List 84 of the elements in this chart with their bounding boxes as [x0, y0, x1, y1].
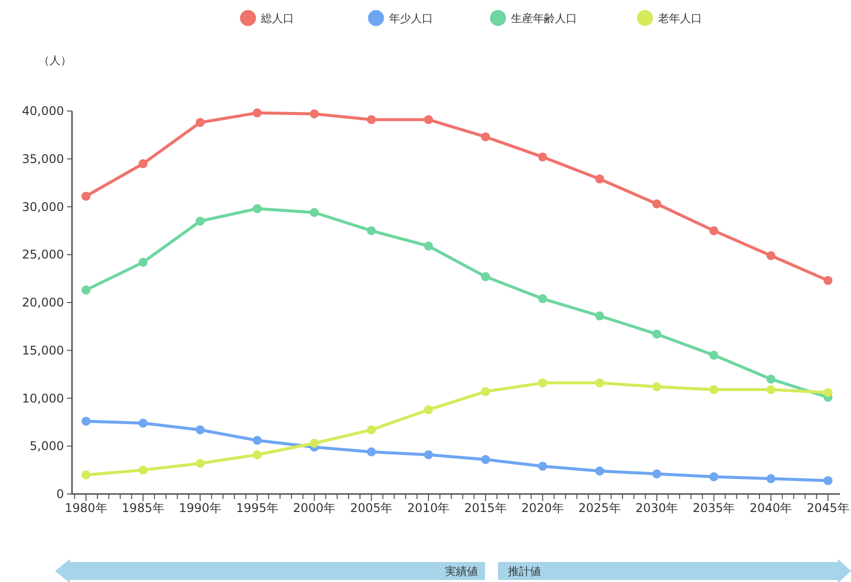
- point: [138, 159, 148, 168]
- legend-label: 総人口: [260, 12, 294, 25]
- point: [652, 469, 662, 478]
- point: [252, 108, 262, 118]
- point: [424, 450, 433, 460]
- point: [366, 226, 376, 236]
- x-tick-label: 2020年: [521, 501, 564, 515]
- point: [310, 109, 319, 118]
- y-tick-label: 30,000: [22, 200, 64, 214]
- y-tick-label: 40,000: [22, 104, 64, 118]
- point: [424, 115, 433, 124]
- point: [196, 118, 205, 127]
- point: [196, 458, 205, 468]
- point: [366, 447, 376, 456]
- x-tick-label: 2005年: [350, 501, 393, 515]
- x-tick-label: 1990年: [178, 501, 222, 515]
- point: [138, 258, 148, 267]
- point: [424, 405, 433, 414]
- point: [652, 382, 662, 392]
- point: [82, 192, 90, 201]
- point: [252, 204, 262, 214]
- point: [481, 272, 490, 282]
- legend-label: 年少人口: [389, 12, 433, 25]
- y-tick-label: 35,000: [22, 152, 64, 166]
- point: [196, 216, 205, 226]
- point: [538, 462, 548, 471]
- legend-label: 生産年齢人口: [511, 12, 577, 25]
- point: [766, 474, 776, 484]
- point: [766, 251, 776, 260]
- text: 推計値: [508, 565, 541, 578]
- point: [824, 476, 832, 486]
- legend-label: 老年人口: [658, 12, 702, 25]
- y-axis-title: （人）: [38, 54, 72, 67]
- point: [595, 174, 604, 184]
- x-tick-label: 2035年: [692, 501, 736, 515]
- point: [766, 385, 776, 394]
- x-tick-label: 2045年: [806, 501, 850, 515]
- point: [538, 294, 548, 304]
- y-tick-label: 25,000: [22, 248, 64, 262]
- point: [709, 472, 718, 482]
- y-tick-label: 0: [56, 487, 64, 501]
- x-tick-label: 2030年: [635, 501, 678, 515]
- text: 実績値: [445, 565, 478, 578]
- point: [138, 418, 148, 428]
- point: [196, 425, 205, 434]
- point: [824, 276, 832, 285]
- x-tick-label: 1995年: [236, 501, 279, 515]
- y-tick-label: 20,000: [22, 296, 64, 310]
- point: [424, 242, 433, 251]
- point: [481, 387, 490, 396]
- y-tick-label: 15,000: [22, 343, 64, 358]
- y-tick-label: 10,000: [22, 391, 64, 406]
- point: [82, 416, 90, 426]
- x-tick-label: 2040年: [750, 501, 792, 515]
- point: [595, 466, 604, 476]
- point: [538, 378, 548, 388]
- x-tick-label: 2010年: [407, 501, 450, 515]
- point: [595, 311, 604, 320]
- x-tick-label: 2025年: [578, 501, 621, 515]
- x-tick-label: 2000年: [293, 501, 336, 515]
- point: [310, 208, 319, 217]
- point: [709, 385, 718, 394]
- point: [138, 466, 148, 475]
- point: [481, 455, 490, 464]
- x-tick-label: 2015年: [464, 501, 507, 515]
- point: [252, 450, 262, 460]
- point: [538, 152, 548, 162]
- point: [709, 226, 718, 236]
- point: [366, 115, 376, 124]
- x-tick-label: 1985年: [122, 501, 164, 515]
- point: [82, 286, 90, 295]
- point: [652, 199, 662, 208]
- point: [766, 374, 776, 384]
- y-tick-label: 5,000: [30, 439, 64, 454]
- point: [709, 350, 718, 360]
- point: [252, 436, 262, 445]
- x-tick-label: 1980年: [64, 501, 108, 515]
- point: [310, 438, 319, 448]
- point: [82, 470, 90, 480]
- point: [652, 330, 662, 339]
- point: [481, 132, 490, 142]
- point: [824, 388, 832, 398]
- point: [366, 425, 376, 434]
- point: [595, 378, 604, 388]
